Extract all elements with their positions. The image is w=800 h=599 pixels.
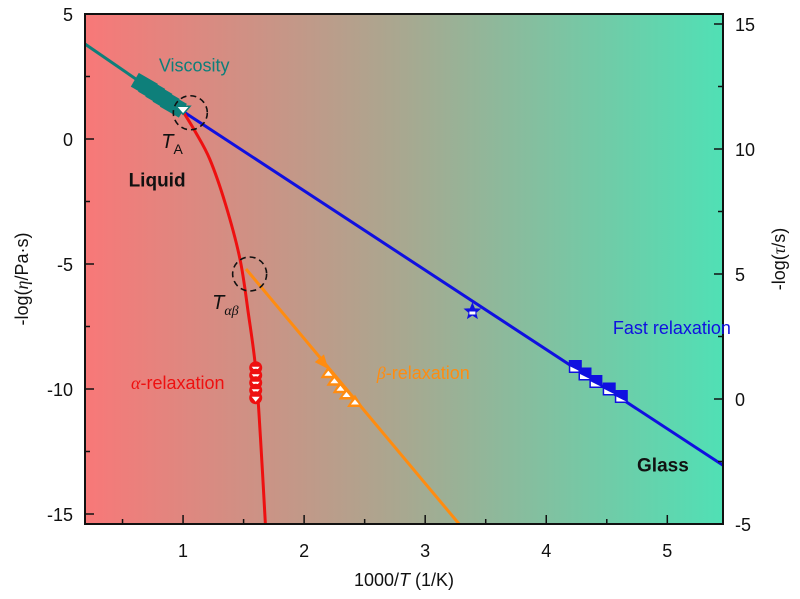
x-title-var: T	[399, 570, 412, 590]
y-left-tick-label: 5	[63, 5, 73, 25]
beta-relaxation-marker-fill	[324, 370, 333, 376]
x-title-suffix: (1/K)	[410, 570, 454, 590]
star-marker	[463, 302, 482, 320]
x-title-prefix: 1000/	[354, 570, 399, 590]
fast-relaxation-marker-fill	[579, 374, 590, 379]
beta-relaxation-marker-fill	[330, 378, 339, 384]
data-layer	[85, 42, 723, 524]
x-tick-label: 5	[662, 541, 672, 561]
yl-title-prefix: -log(	[12, 289, 32, 325]
annotation-circle-T-alpha-beta	[231, 256, 268, 292]
yl-title-suffix: /Pa·s)	[12, 233, 32, 281]
annotation-circle-T-A	[172, 94, 209, 131]
alpha-symbol: α	[131, 373, 141, 393]
yr-title-suffix: /s)	[769, 228, 789, 248]
alpha-relaxation-line	[181, 110, 267, 524]
y-left-tick-label: -5	[57, 255, 73, 275]
annotation-layer	[172, 94, 268, 292]
beta-relaxation-line	[244, 268, 461, 524]
x-tick-label: 1	[178, 541, 188, 561]
x-tick-label: 2	[299, 541, 309, 561]
T-A-sub: A	[173, 141, 183, 157]
beta-label-text: -relaxation	[386, 363, 470, 383]
fast-relaxation-marker-fill	[590, 381, 601, 387]
y-left-tick-label: -10	[47, 380, 73, 400]
y-axis-right-title: -log(τ/s)	[769, 228, 789, 290]
beta-relaxation-marker-fill	[342, 392, 351, 397]
region-label-liquid: Liquid	[129, 171, 186, 192]
y-right-tick-label: 0	[735, 390, 745, 410]
T-ab-sub: αβ	[224, 304, 238, 319]
alpha-relaxation-marker-fill	[251, 396, 260, 402]
y-right-tick-label: 5	[735, 265, 745, 285]
series-label-beta-relaxation: β-relaxation	[376, 363, 470, 383]
star-marker-fill	[469, 311, 476, 315]
T-ab-var: T	[212, 292, 226, 314]
beta-arrow	[314, 354, 329, 370]
T-A-marker	[174, 105, 192, 116]
T-A-var: T	[161, 131, 175, 153]
y-left-tick-label: -15	[47, 505, 73, 525]
x-axis-title: 1000/T (1/K)	[354, 570, 454, 590]
x-tick-label: 3	[420, 541, 430, 561]
alpha-label-text: -relaxation	[140, 373, 224, 393]
y-right-tick-label: 15	[735, 15, 755, 35]
yr-title-var: τ	[769, 247, 789, 254]
y-right-tick-label: 10	[735, 140, 755, 160]
y-axis-left-title: -log(η/Pa·s)	[12, 233, 32, 326]
fast-relaxation-marker-fill	[604, 389, 615, 394]
fast-relaxation-marker-fill	[616, 396, 627, 402]
yr-title-prefix: -log(	[769, 254, 789, 290]
y-right-tick-label: -5	[735, 515, 751, 535]
series-label-alpha-relaxation: α-relaxation	[131, 373, 225, 393]
axis-layer: 1 2 3 4 5 5 0 -5 -10 -15 15 10 5 0 -5	[47, 5, 755, 561]
annotation-T-alpha-beta: Tαβ	[212, 292, 239, 319]
fast-relaxation-marker-fill	[570, 366, 581, 372]
beta-relaxation-marker-fill	[350, 399, 359, 405]
beta-symbol: β	[376, 363, 386, 383]
series-label-viscosity: Viscosity	[159, 56, 230, 76]
beta-relaxation-marker-fill	[336, 385, 345, 391]
region-label-glass: Glass	[637, 456, 689, 477]
x-tick-label: 4	[541, 541, 551, 561]
series-label-fast-relaxation: Fast relaxation	[613, 318, 731, 338]
yl-title-var: η	[12, 280, 32, 289]
plot-frame	[84, 13, 724, 525]
annotation-T-A: TA	[161, 131, 183, 157]
y-left-tick-label: 0	[63, 130, 73, 150]
fast-relaxation-line	[182, 110, 723, 467]
plot-background	[85, 14, 723, 524]
